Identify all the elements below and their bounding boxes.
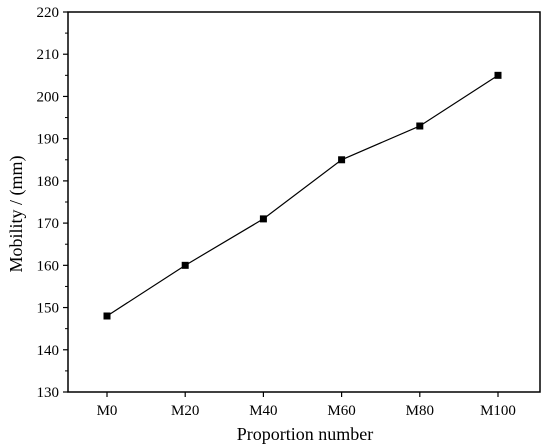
data-point xyxy=(103,312,111,320)
y-tick-label: 190 xyxy=(37,132,60,148)
series-line xyxy=(106,74,499,317)
y-tick-label: 130 xyxy=(37,385,60,401)
x-axis-label: Proportion number xyxy=(237,424,374,444)
y-axis-label: Mobility / (mm) xyxy=(6,155,27,272)
y-tick-label: 210 xyxy=(37,47,60,63)
data-point xyxy=(259,215,267,223)
data-point xyxy=(181,261,189,269)
x-tick-label: M0 xyxy=(97,403,118,419)
y-tick-label: 160 xyxy=(37,258,60,274)
x-tick-label: M20 xyxy=(171,403,199,419)
x-tick-label: M40 xyxy=(249,403,277,419)
x-tick-label: M100 xyxy=(480,403,516,419)
y-tick-label: 150 xyxy=(37,301,60,317)
data-point xyxy=(416,122,424,130)
x-tick-label: M60 xyxy=(327,403,355,419)
plot-area: 130 140 150 160 170 180 190 200 210 220 M0 M20 M40 M6… xyxy=(37,5,541,419)
y-tick-label: 180 xyxy=(37,174,60,190)
y-tick-label: 140 xyxy=(37,343,60,359)
x-tick-label: M80 xyxy=(406,403,434,419)
data-point xyxy=(494,71,502,79)
y-tick-label: 200 xyxy=(37,89,60,105)
y-tick-label: 220 xyxy=(37,5,60,21)
data-point xyxy=(338,156,346,164)
y-tick-label: 170 xyxy=(37,216,60,232)
plot-frame xyxy=(67,11,541,393)
